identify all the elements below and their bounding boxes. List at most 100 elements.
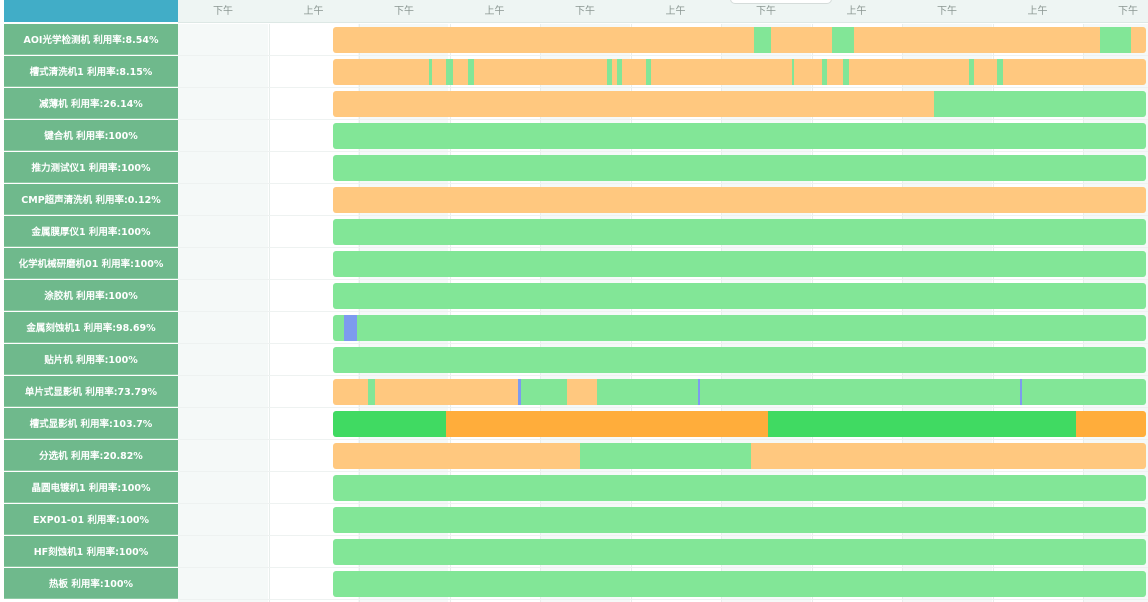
status-bar-running[interactable] — [821, 59, 828, 85]
status-bar-idle[interactable] — [567, 379, 598, 405]
status-bar-idle[interactable] — [452, 59, 468, 85]
status-bar-running[interactable] — [997, 59, 1003, 85]
status-bar-idle[interactable] — [827, 59, 843, 85]
row-divider — [178, 279, 1148, 280]
status-bar-fault[interactable] — [518, 379, 521, 405]
timeline-shade — [178, 24, 268, 602]
status-bar-running[interactable] — [520, 379, 568, 405]
timeline-gridline — [902, 24, 903, 602]
status-bar-running[interactable] — [1100, 27, 1131, 53]
machine-label: 化学机械研磨机01 利用率:100% — [4, 248, 178, 279]
machine-label: 贴片机 利用率:100% — [4, 344, 178, 375]
status-bar-fault[interactable] — [1019, 379, 1022, 405]
status-bar-idle[interactable] — [974, 59, 998, 85]
status-bar-running[interactable] — [446, 59, 453, 85]
row-divider — [178, 87, 1148, 88]
status-bar-idle[interactable] — [1002, 59, 1146, 85]
row-divider — [178, 311, 1148, 312]
status-bar-idle[interactable] — [333, 187, 1146, 213]
status-bar-idle[interactable] — [750, 443, 1146, 469]
status-bar-idle-strong[interactable] — [1076, 411, 1146, 437]
status-bar-idle-strong[interactable] — [446, 411, 768, 437]
machine-label: AOI光学检测机 利用率:8.54% — [4, 24, 178, 55]
status-bar-running[interactable] — [616, 59, 623, 85]
status-bar-running[interactable] — [333, 571, 1146, 597]
status-bar-idle[interactable] — [771, 27, 833, 53]
machine-label: CMP超声清洗机 利用率:0.12% — [4, 184, 178, 215]
machine-label: 键合机 利用率:100% — [4, 120, 178, 151]
row-divider — [178, 567, 1148, 568]
status-bar-running[interactable] — [333, 315, 345, 341]
status-bar-running[interactable] — [333, 283, 1146, 309]
status-bar-idle[interactable] — [375, 379, 519, 405]
timeline-tick-label: 上午 — [303, 6, 324, 17]
status-bar-fault[interactable] — [698, 379, 701, 405]
status-bar-running[interactable] — [646, 59, 651, 85]
machine-label: 金属刻蚀机1 利用率:98.69% — [4, 312, 178, 343]
row-divider — [178, 503, 1148, 504]
status-bar-running[interactable] — [606, 59, 612, 85]
status-bar-idle[interactable] — [611, 59, 617, 85]
status-bar-running[interactable] — [597, 379, 699, 405]
timeline-shade — [540, 24, 630, 602]
status-bar-running[interactable] — [333, 475, 1146, 501]
status-bar-running[interactable] — [832, 27, 855, 53]
machine-label: 分选机 利用率:20.82% — [4, 440, 178, 471]
status-bar-idle[interactable] — [473, 59, 607, 85]
status-bar-fault[interactable] — [344, 315, 357, 341]
status-bar-running[interactable] — [367, 379, 376, 405]
status-bar-idle[interactable] — [793, 59, 822, 85]
scroll-indicator[interactable] — [730, 0, 832, 4]
timeline-header: 下午 上午 下午 上午 下午 上午 下午 上午 下午 上午 下午 — [178, 0, 1148, 23]
status-bar-running[interactable] — [1021, 379, 1146, 405]
status-bar-running[interactable] — [333, 123, 1146, 149]
status-bar-running[interactable] — [933, 91, 1146, 117]
status-bar-running[interactable] — [333, 539, 1146, 565]
status-bar-running[interactable] — [333, 347, 1146, 373]
status-bar-running[interactable] — [333, 155, 1146, 181]
status-bar-running[interactable] — [699, 379, 1020, 405]
status-bar-idle[interactable] — [333, 443, 581, 469]
timeline-gridline — [359, 24, 360, 602]
status-bar-idle[interactable] — [1130, 27, 1146, 53]
timeline-shade — [358, 24, 448, 602]
status-bar-running[interactable] — [333, 219, 1146, 245]
status-bar-running[interactable] — [333, 251, 1146, 277]
timeline-tick-label: 上午 — [846, 6, 867, 17]
status-bar-running[interactable] — [333, 507, 1146, 533]
timeline-tick-label: 下午 — [575, 6, 595, 17]
status-bar-idle[interactable] — [333, 27, 755, 53]
status-bar-running[interactable] — [467, 59, 474, 85]
timeline-gridline — [630, 24, 632, 602]
status-bar-running[interactable] — [356, 315, 1146, 341]
status-bar-idle[interactable] — [333, 59, 429, 85]
status-bar-idle[interactable] — [622, 59, 646, 85]
status-bar-idle[interactable] — [333, 379, 368, 405]
status-bar-idle[interactable] — [849, 59, 969, 85]
machine-label: 槽式清洗机1 利用率:8.15% — [4, 56, 178, 87]
status-bar-running[interactable] — [968, 59, 975, 85]
status-bar-idle[interactable] — [333, 91, 934, 117]
status-bar-running-strong[interactable] — [333, 411, 446, 437]
status-bar-running[interactable] — [754, 27, 772, 53]
machine-label: 晶圆电镀机1 利用率:100% — [4, 472, 178, 503]
timeline-shade — [721, 24, 811, 602]
status-bar-idle[interactable] — [432, 59, 446, 85]
row-divider — [178, 439, 1148, 440]
timeline-gridline — [268, 24, 270, 602]
row-divider — [178, 375, 1148, 376]
status-bar-idle[interactable] — [854, 27, 1101, 53]
row-divider — [178, 215, 1148, 216]
timeline-tick-label: 上午 — [484, 6, 505, 17]
status-bar-running[interactable] — [842, 59, 850, 85]
machine-label: 单片式显影机 利用率:73.79% — [4, 376, 178, 407]
row-divider — [178, 343, 1148, 344]
status-bar-running[interactable] — [428, 59, 433, 85]
status-bar-running-strong[interactable] — [767, 411, 1077, 437]
status-bar-running[interactable] — [791, 59, 794, 85]
header-corner — [4, 0, 178, 22]
status-bar-idle[interactable] — [650, 59, 792, 85]
status-bar-running[interactable] — [580, 443, 751, 469]
machine-label: 热板 利用率:100% — [4, 568, 178, 599]
